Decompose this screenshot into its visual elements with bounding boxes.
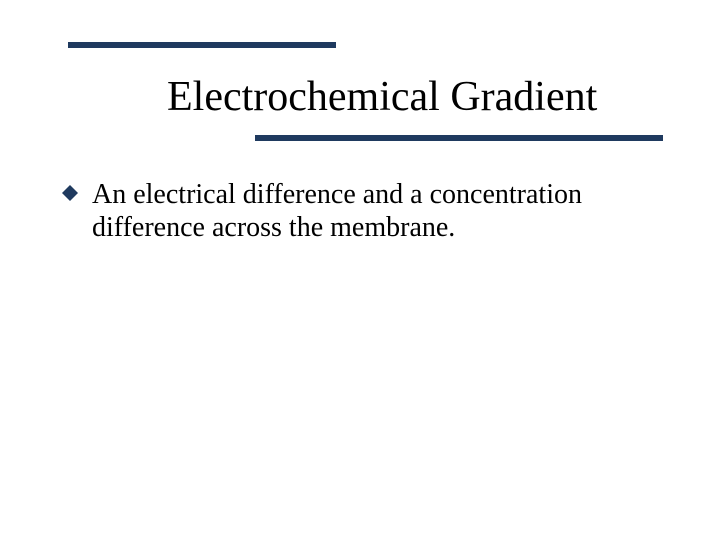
diamond-bullet-icon bbox=[62, 185, 78, 201]
bullet-text: An electrical difference and a concentra… bbox=[92, 178, 648, 244]
slide: Electrochemical Gradient An electrical d… bbox=[0, 0, 720, 540]
title-underline-rule bbox=[255, 135, 663, 141]
title-top-rule bbox=[68, 42, 336, 48]
bullet-item: An electrical difference and a concentra… bbox=[62, 178, 648, 244]
slide-title: Electrochemical Gradient bbox=[167, 73, 597, 121]
